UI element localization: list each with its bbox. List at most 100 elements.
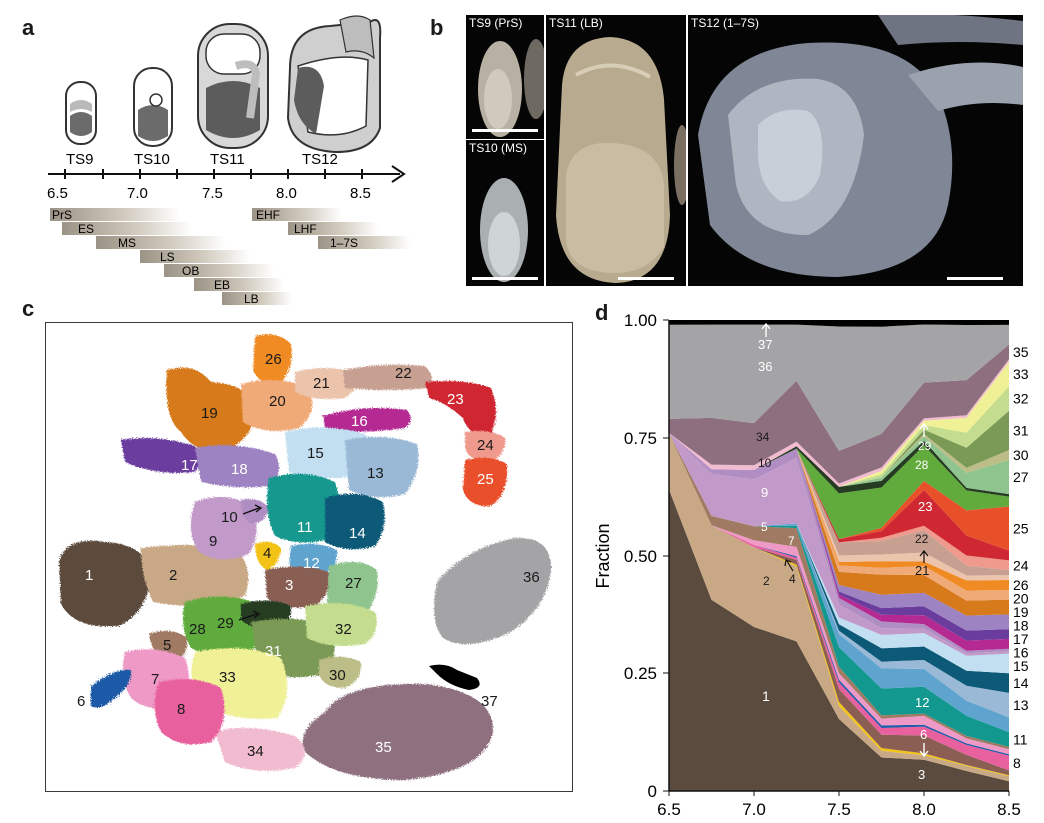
photo-ts10: TS10 (MS) bbox=[466, 140, 544, 286]
x-tick-label-7-5: 7.5 bbox=[827, 800, 851, 819]
stage-bar-label-es: ES bbox=[78, 222, 94, 236]
stage-bar-lhf bbox=[288, 222, 378, 235]
timeline-tick-7-5: 7.5 bbox=[202, 185, 223, 202]
right-label-14: 14 bbox=[1013, 675, 1029, 691]
embryo-ts12-illustration bbox=[286, 15, 382, 154]
arrow-6-pointer bbox=[919, 743, 929, 758]
cluster-blob-14 bbox=[325, 493, 385, 550]
area-series-27 bbox=[669, 433, 1009, 495]
y-axis-label: Fraction bbox=[593, 523, 613, 588]
arrowhead bbox=[252, 610, 261, 619]
stage-label-ts12: TS12 bbox=[302, 151, 338, 168]
cluster-blob-6 bbox=[91, 669, 132, 708]
x-tick-label-8-0: 8.0 bbox=[912, 800, 936, 819]
cluster-blob-36 bbox=[434, 537, 552, 645]
area-series-29 bbox=[669, 433, 1009, 497]
photo-ts9: TS9 (PrS) bbox=[466, 15, 544, 139]
area-series-32 bbox=[669, 386, 1009, 487]
area-label-34: 34 bbox=[756, 430, 770, 444]
right-label-26: 26 bbox=[1013, 577, 1029, 593]
cluster-blob-13 bbox=[345, 436, 419, 498]
right-label-27: 27 bbox=[1013, 469, 1029, 485]
area-series-37 bbox=[669, 320, 1009, 327]
cluster-blob-18 bbox=[195, 445, 280, 488]
cluster-blob-10 bbox=[241, 499, 269, 524]
cluster-label-29: 29 bbox=[217, 615, 234, 632]
arrow-21-pointer bbox=[919, 550, 929, 563]
y-tick-label-0: 0 bbox=[648, 782, 657, 801]
timeline-tick-8-5: 8.5 bbox=[350, 185, 371, 202]
stage-label-ts9: TS9 bbox=[66, 151, 94, 168]
area-series-1 bbox=[669, 489, 1009, 791]
area-label-5: 5 bbox=[761, 520, 768, 534]
cluster-label-9: 9 bbox=[209, 533, 217, 550]
cluster-blob-19 bbox=[166, 367, 256, 453]
cluster-label-26: 26 bbox=[265, 351, 282, 368]
timeline-tick-8-0: 8.0 bbox=[276, 185, 297, 202]
cluster-label-37: 37 bbox=[481, 693, 498, 710]
stage-bar-label-ls: LS bbox=[160, 250, 175, 264]
cluster-label-28: 28 bbox=[189, 621, 206, 638]
area-label-4: 4 bbox=[789, 572, 796, 586]
cluster-label-19: 19 bbox=[201, 405, 218, 422]
area-series-35 bbox=[669, 344, 1009, 484]
stage-bar-label-ms: MS bbox=[118, 236, 136, 250]
stage-bar-label-1-7s: 1–7S bbox=[330, 236, 358, 250]
stage-bar-prs bbox=[50, 208, 180, 221]
area-series-33 bbox=[669, 361, 1009, 487]
area-label-2: 2 bbox=[763, 574, 770, 588]
timeline-tick-6-5: 6.5 bbox=[47, 185, 68, 202]
cluster-blob-2 bbox=[141, 545, 249, 606]
timeline-axis bbox=[48, 165, 406, 183]
embryo-ts10-photo bbox=[480, 178, 528, 282]
cluster-label-23: 23 bbox=[447, 391, 464, 408]
photo-label-ts10: TS10 (MS) bbox=[469, 141, 528, 155]
area-label-28: 28 bbox=[915, 458, 929, 472]
stage-bar-ehf bbox=[252, 208, 342, 221]
y-tick-label-0-25: 0.25 bbox=[624, 664, 657, 683]
area-label-3: 3 bbox=[918, 767, 925, 782]
area-series-13 bbox=[669, 433, 1009, 718]
cluster-label-32: 32 bbox=[335, 621, 352, 638]
cluster-blob-8 bbox=[154, 679, 225, 745]
cluster-label-22: 22 bbox=[395, 365, 412, 382]
cluster-label-18: 18 bbox=[231, 461, 248, 478]
arrow-37-pointer bbox=[761, 322, 771, 337]
cluster-label-24: 24 bbox=[477, 437, 494, 454]
embryo-ts9-photo bbox=[478, 39, 544, 137]
right-label-32: 32 bbox=[1013, 391, 1029, 407]
area-label-36: 36 bbox=[758, 359, 772, 374]
area-label-7: 7 bbox=[788, 534, 795, 548]
right-label-18: 18 bbox=[1013, 617, 1029, 633]
cluster-blob-23 bbox=[425, 380, 496, 435]
area-layers bbox=[669, 320, 1009, 791]
x-tick-label-6-5: 6.5 bbox=[657, 800, 681, 819]
photo-label-ts11: TS11 (LB) bbox=[549, 16, 603, 30]
right-label-24: 24 bbox=[1013, 557, 1029, 573]
stage-bar-label-lhf: LHF bbox=[294, 222, 317, 236]
embryo-ts9-illustration bbox=[65, 81, 97, 145]
cluster-label-1: 1 bbox=[85, 567, 93, 584]
cluster-blob-1 bbox=[59, 540, 151, 627]
area-series-36 bbox=[669, 324, 1009, 451]
x-ticks bbox=[668, 791, 1010, 796]
area-series-28 bbox=[669, 433, 1009, 540]
stage-bar-ls bbox=[140, 250, 250, 263]
area-series-20 bbox=[669, 433, 1009, 601]
stage-bar-es bbox=[62, 222, 192, 235]
right-label-30: 30 bbox=[1013, 447, 1029, 463]
stage-bar-lb bbox=[222, 292, 292, 305]
cluster-label-33: 33 bbox=[219, 669, 236, 686]
area-series-23 bbox=[669, 433, 1009, 561]
cluster-label-6: 6 bbox=[77, 693, 85, 710]
photo-label-ts9: TS9 (PrS) bbox=[469, 16, 523, 30]
area-series-9 bbox=[669, 433, 1009, 656]
cluster-blob-16 bbox=[323, 408, 411, 432]
cluster-label-36: 36 bbox=[523, 569, 540, 586]
cluster-label-13: 13 bbox=[367, 465, 384, 482]
y-tick-label-1-00: 1.00 bbox=[624, 311, 657, 330]
cluster-blob-30 bbox=[319, 656, 362, 688]
cluster-blob-3 bbox=[265, 566, 330, 608]
embryo-ts12-photo bbox=[698, 15, 1023, 277]
